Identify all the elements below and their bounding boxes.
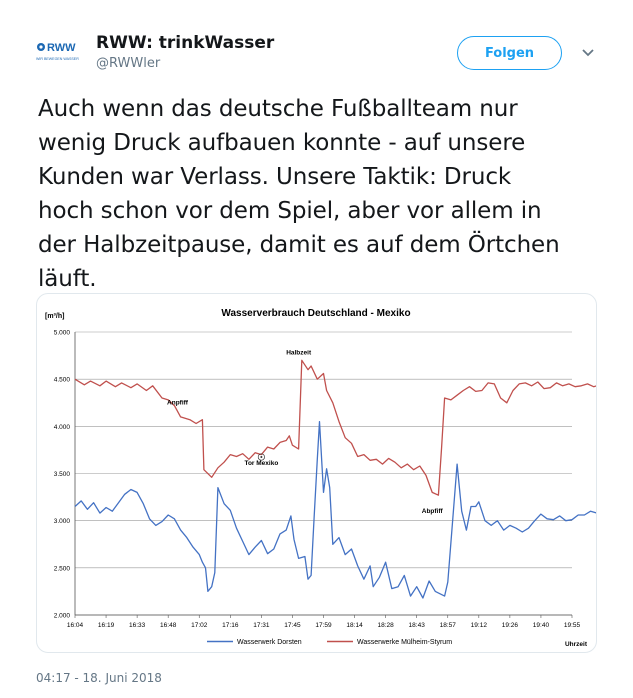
tweet-timestamp[interactable]: 04:17 - 18. Juni 2018	[36, 671, 162, 685]
consumption-chart: Wasserverbrauch Deutschland - Mexiko [m³…	[45, 308, 596, 648]
x-tick-label: 19:40	[533, 622, 550, 629]
y-tick-label: 2.000	[54, 613, 71, 620]
annotation-label: Abpfiff	[422, 508, 444, 515]
rww-logo[interactable]: RWW WIR BEWEGEN WASSER	[36, 38, 80, 64]
legend-label: Wasserwerke Mülheim-Styrum	[357, 639, 452, 646]
football-icon	[257, 453, 265, 461]
x-tick-label: 19:55	[564, 622, 581, 629]
x-tick-label: 17:59	[315, 622, 332, 629]
y-tick-label: 2.500	[54, 565, 71, 572]
x-tick-label: 17:02	[191, 622, 208, 629]
user-handle[interactable]: @RWWler	[96, 56, 161, 71]
x-tick-label: 18:28	[377, 622, 394, 629]
x-tick-label: 16:19	[98, 622, 115, 629]
user-display-name[interactable]: RWW: trinkWasser	[96, 33, 275, 53]
y-tick-label: 5.000	[54, 330, 71, 337]
y-tick-label: 3.000	[54, 518, 71, 525]
x-tick-label: 16:04	[67, 622, 84, 629]
x-tick-label: 17:45	[284, 622, 301, 629]
x-tick-label: 18:14	[346, 622, 363, 629]
x-tick-label: 19:26	[502, 622, 519, 629]
x-tick-label: 16:48	[160, 622, 177, 629]
annotation-label: Anpfiff	[167, 400, 189, 407]
series-line-muelheim	[74, 359, 596, 496]
x-axis-label: Uhrzeit	[565, 641, 588, 648]
x-tick-label: 17:16	[222, 622, 239, 629]
y-tick-label: 4.500	[54, 377, 71, 384]
annotation-label: Halbzeit	[286, 350, 312, 357]
x-tick-label: 16:33	[129, 622, 146, 629]
y-tick-label: 3.500	[54, 471, 71, 478]
logo-text: RWW	[47, 42, 76, 54]
annotation-label: Tor Mexiko	[244, 460, 278, 467]
tweet-text: Auch wenn das deutsche Fußballteam nur w…	[38, 96, 560, 292]
y-tick-label: 4.000	[54, 424, 71, 431]
logo-drop-icon	[37, 43, 45, 51]
chart-title: Wasserverbrauch Deutschland - Mexiko	[221, 308, 410, 319]
legend-label: Wasserwerk Dorsten	[237, 639, 302, 646]
football-icon-center	[260, 456, 263, 459]
x-tick-label: 18:43	[409, 622, 426, 629]
follow-button[interactable]: Folgen	[457, 36, 562, 70]
x-tick-label: 17:31	[253, 622, 270, 629]
chevron-down-icon[interactable]	[582, 48, 594, 58]
y-axis-label: [m³/h]	[45, 313, 64, 320]
tweet-media-chart[interactable]: Wasserverbrauch Deutschland - Mexiko [m³…	[36, 293, 597, 653]
logo-subtext: WIR BEWEGEN WASSER	[36, 57, 79, 61]
series-line-dorsten	[74, 420, 596, 599]
x-tick-label: 18:57	[440, 622, 457, 629]
x-tick-label: 19:12	[471, 622, 488, 629]
